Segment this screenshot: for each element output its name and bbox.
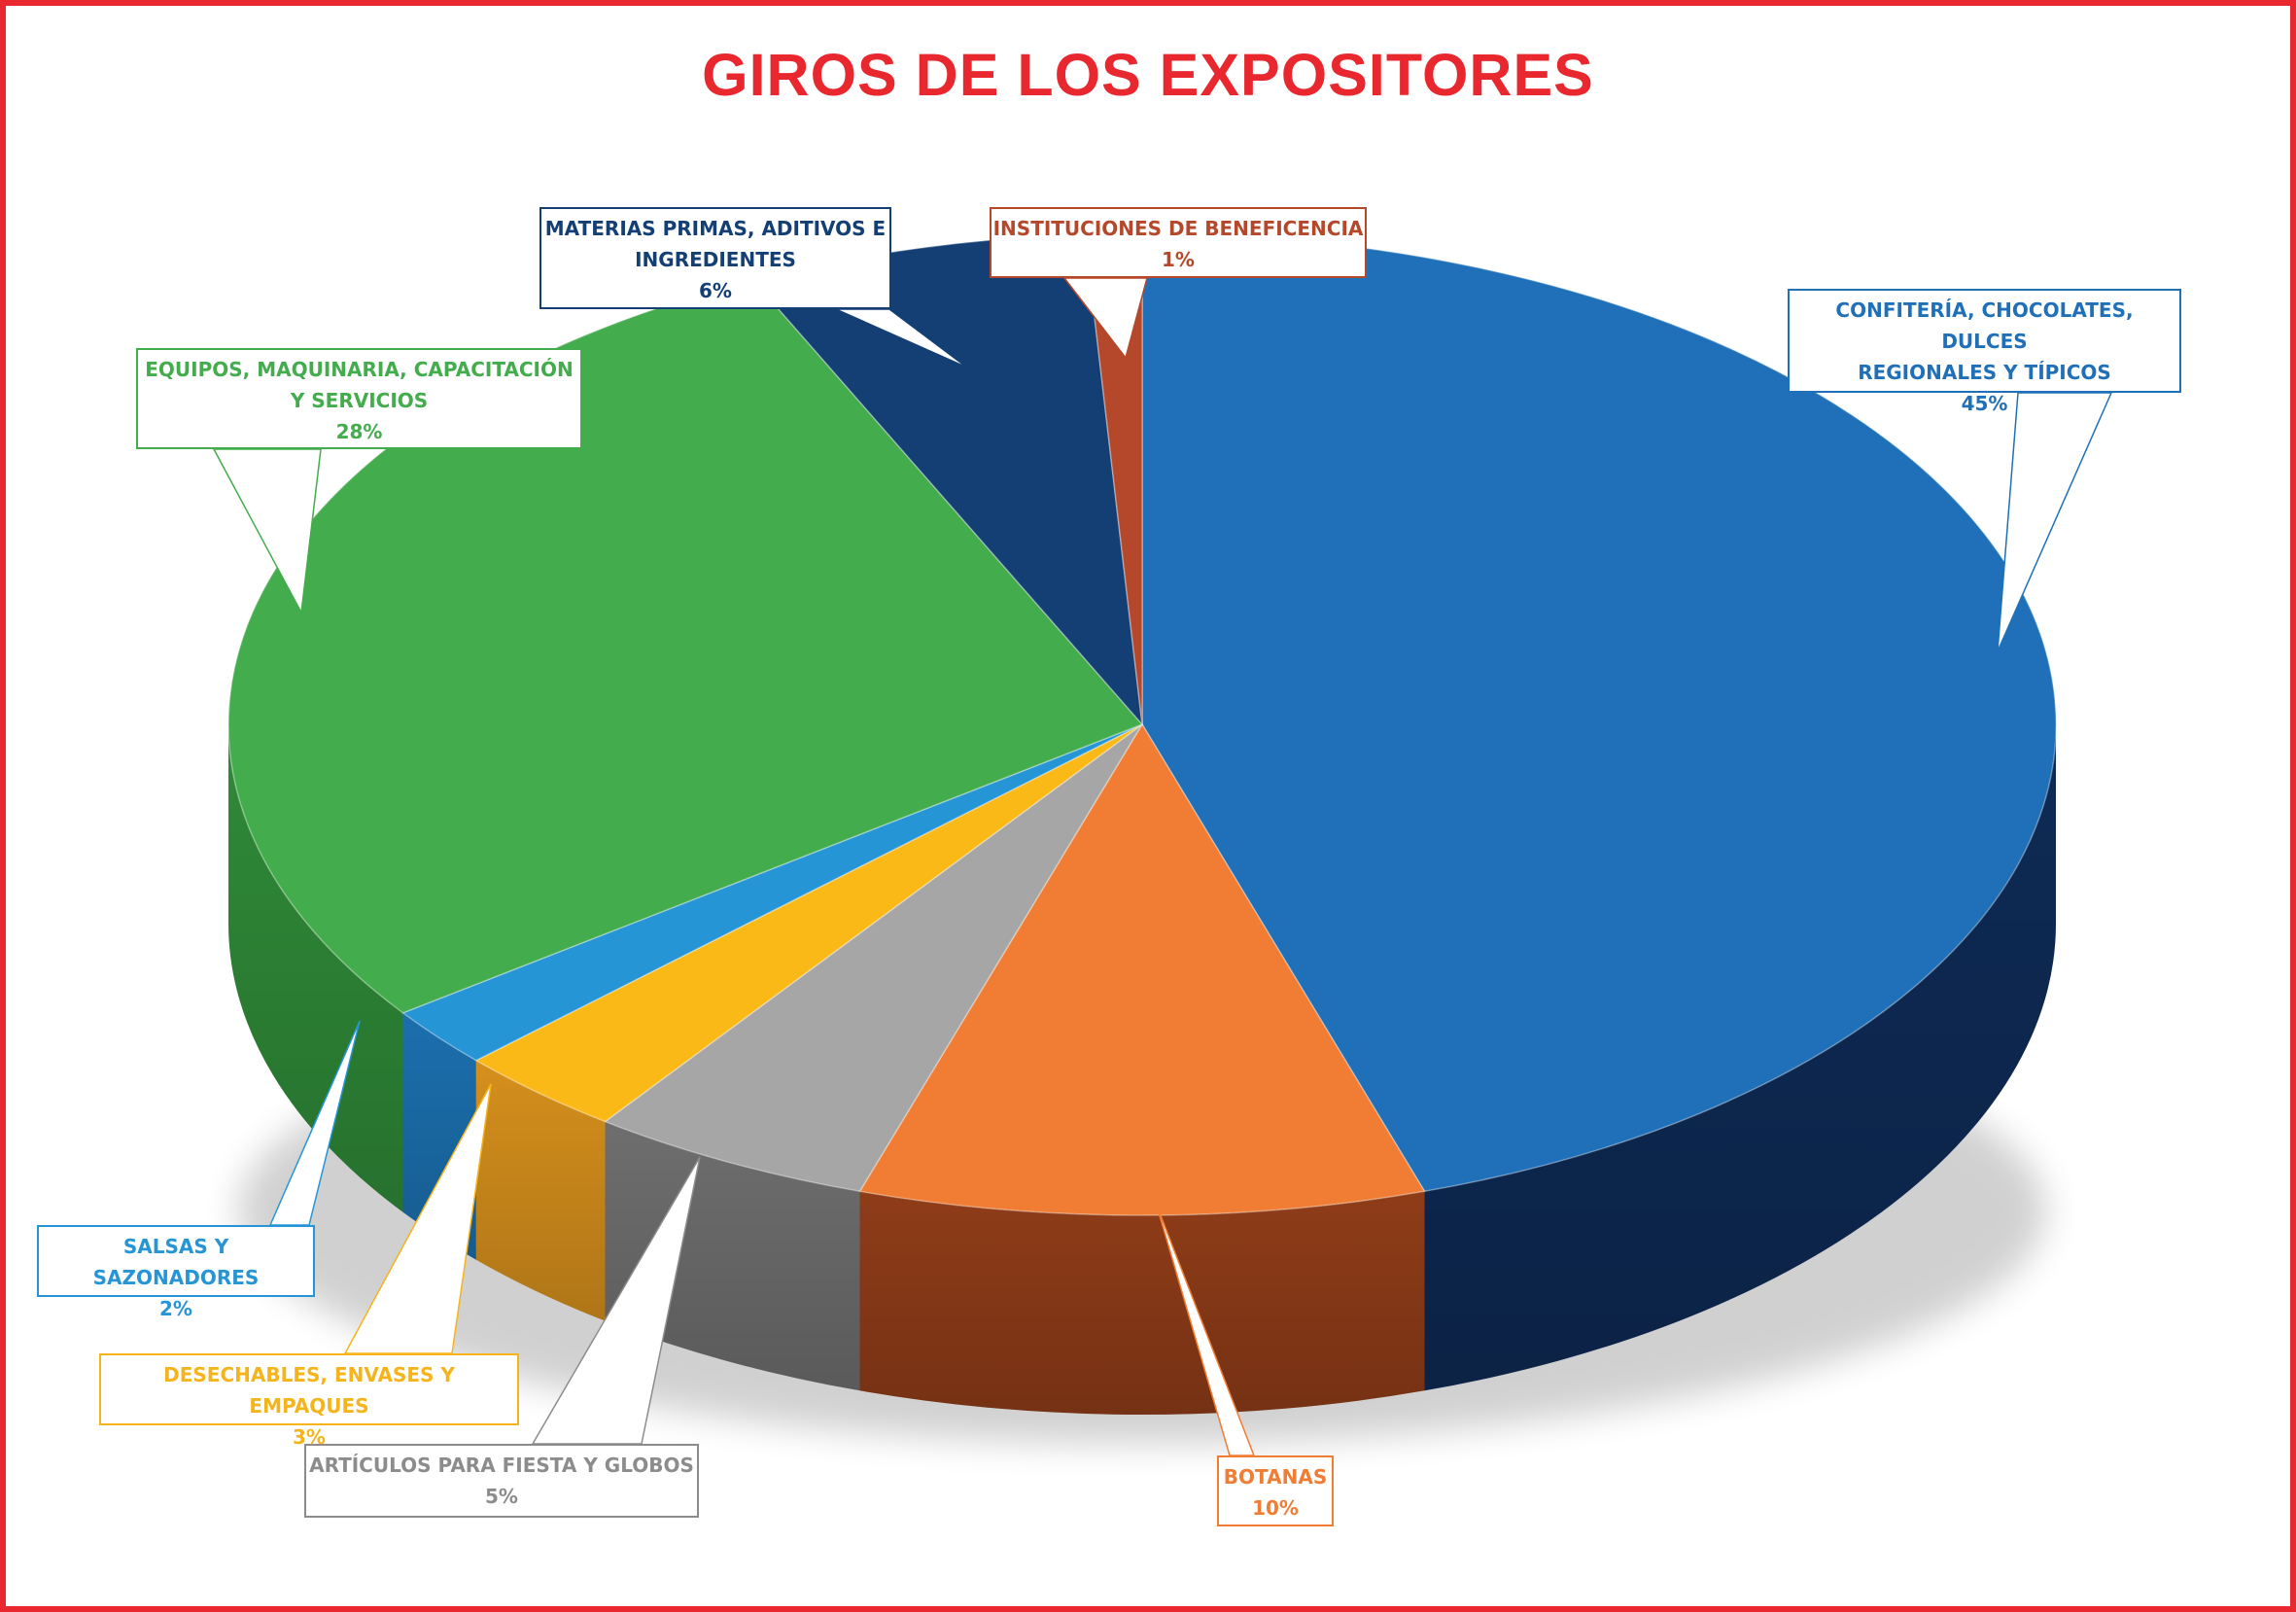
pie-side-shade-3	[475, 1060, 606, 1321]
slice-percent: 1%	[1162, 248, 1195, 271]
pie-sides	[228, 724, 2056, 1416]
slice-label-text: INGREDIENTES	[635, 248, 796, 271]
slice-label-text: MATERIAS PRIMAS, ADITIVOS E	[544, 217, 887, 240]
slice-label-text: SALSAS Y SAZONADORES	[92, 1235, 260, 1289]
pie-slice-3	[474, 723, 1143, 1123]
pie-slice-2	[603, 723, 1143, 1193]
slice-label-text: DESECHABLES, ENVASES Y EMPAQUES	[163, 1363, 455, 1418]
slice-label-0: CONFITERÍA, CHOCOLATES, DULCES REGIONALES…	[1788, 289, 2181, 415]
pie-slice-4	[400, 723, 1143, 1062]
pie-side-shade-2	[605, 1121, 860, 1391]
leader-line-5	[212, 448, 322, 615]
slice-label-text: CONFITERÍA, CHOCOLATES, DULCES	[1835, 298, 2134, 353]
pie-side-shade-5	[228, 724, 403, 1212]
leader-line-6	[835, 308, 968, 368]
slice-label-4: SALSAS Y SAZONADORES 2%	[37, 1225, 315, 1320]
slice-percent: 6%	[699, 279, 732, 302]
slice-label-1: BOTANAS 10%	[1217, 1455, 1334, 1526]
leader-lines	[212, 277, 2113, 1456]
slice-percent: 3%	[293, 1425, 326, 1449]
slice-percent: 5%	[485, 1485, 518, 1508]
leader-line-7	[1062, 277, 1148, 360]
slice-label-text: INSTITUCIONES DE BENEFICENCIA	[992, 217, 1364, 240]
pie-side-shade-1	[859, 1191, 1425, 1416]
slice-label-text: BOTANAS	[1223, 1465, 1328, 1489]
pie-slice-5	[227, 279, 1144, 1014]
pie-slice-1	[858, 722, 1426, 1216]
slice-percent: 10%	[1252, 1496, 1299, 1520]
leader-line-0	[1997, 392, 2113, 652]
slice-label-text: EQUIPOS, MAQUINARIA, CAPACITACIÓN	[145, 358, 574, 381]
slice-label-2: ARTÍCULOS PARA FIESTA Y GLOBOS 5%	[304, 1444, 699, 1518]
slice-label-3: DESECHABLES, ENVASES Y EMPAQUES 3%	[99, 1353, 519, 1449]
slice-percent: 2%	[159, 1297, 192, 1320]
slice-percent: 45%	[1961, 392, 2008, 415]
slice-label-text: Y SERVICIOS	[290, 389, 429, 412]
slice-label-5: EQUIPOS, MAQUINARIA, CAPACITACIÓN Y SERVI…	[136, 348, 582, 449]
slice-percent: 28%	[335, 420, 383, 443]
pie-slices	[227, 232, 2057, 1216]
slice-label-text: ARTÍCULOS PARA FIESTA Y GLOBOS	[309, 1454, 694, 1477]
slice-label-7: INSTITUCIONES DE BENEFICENCIA 1%	[990, 207, 1367, 278]
chart-title: GIROS DE LOS EXPOSITORES	[702, 42, 1594, 108]
slice-label-text: REGIONALES Y TÍPICOS	[1858, 361, 2111, 384]
pie-side-shade-0	[1424, 724, 2056, 1391]
pie-slice-0	[1141, 232, 2057, 1193]
slice-label-6: MATERIAS PRIMAS, ADITIVOS E INGREDIENTES 6…	[539, 207, 891, 309]
